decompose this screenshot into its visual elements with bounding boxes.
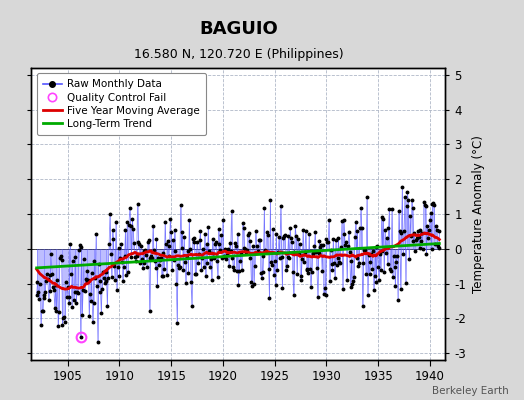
Text: Berkeley Earth: Berkeley Earth	[432, 386, 508, 396]
Text: BAGUIO: BAGUIO	[199, 20, 278, 38]
Y-axis label: Temperature Anomaly (°C): Temperature Anomaly (°C)	[472, 135, 485, 293]
Text: 16.580 N, 120.720 E (Philippines): 16.580 N, 120.720 E (Philippines)	[134, 48, 343, 61]
Legend: Raw Monthly Data, Quality Control Fail, Five Year Moving Average, Long-Term Tren: Raw Monthly Data, Quality Control Fail, …	[37, 73, 206, 135]
